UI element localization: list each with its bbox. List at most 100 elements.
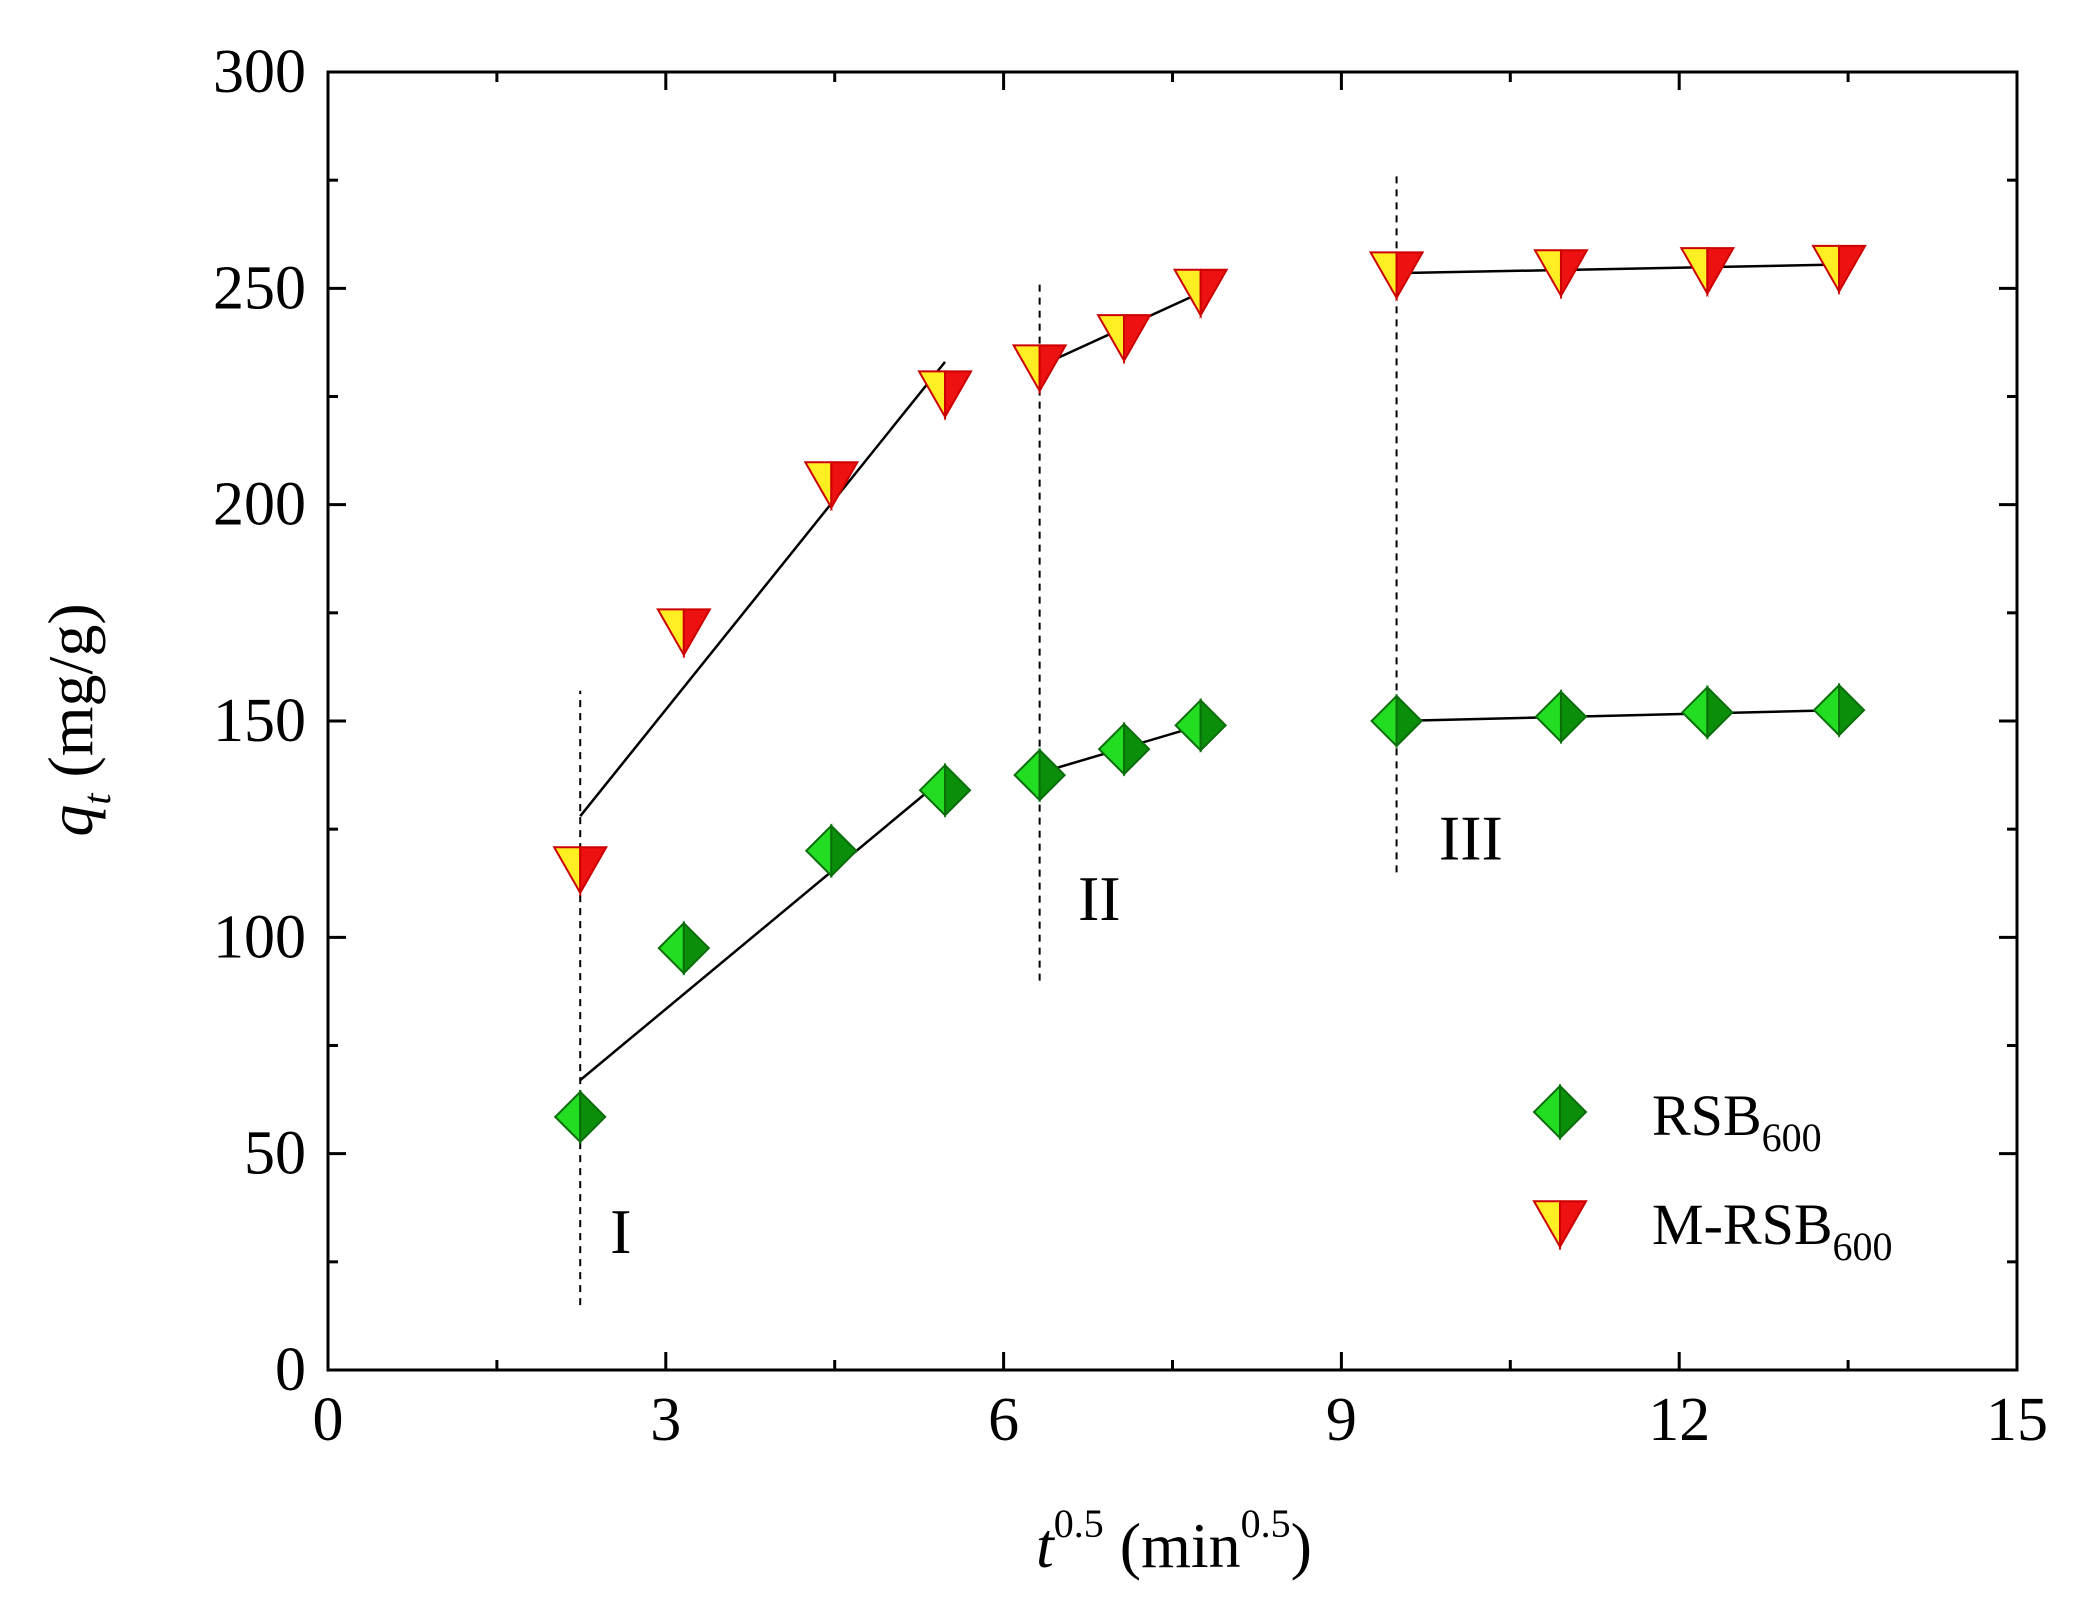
point-rsb (1680, 684, 1734, 740)
point-m-rsb (552, 846, 608, 897)
point-m-rsb (1368, 251, 1425, 302)
marker-half-dark (1706, 684, 1734, 740)
marker-half-dark (1123, 314, 1152, 365)
y-axis-title: qt (mg/g) (35, 603, 119, 836)
marker-half-dark (1838, 244, 1867, 296)
point-rsb (553, 1089, 607, 1145)
y-tick-label: 0 (275, 1336, 306, 1404)
marker-half-light (918, 762, 947, 818)
marker-half-dark (1559, 249, 1589, 300)
stage-label-I: I (610, 1196, 631, 1267)
legend-marker-m-rsb (1532, 1200, 1588, 1251)
marker-half-light (1174, 697, 1202, 753)
marker-half-light (1532, 1083, 1561, 1141)
marker-half-light (1812, 682, 1841, 738)
x-tick-label: 6 (988, 1386, 1019, 1454)
data-points (552, 244, 1867, 1145)
point-rsb (804, 823, 858, 879)
point-rsb (1097, 721, 1151, 777)
marker-half-light (917, 370, 947, 421)
point-rsb (657, 920, 711, 976)
marker-half-light (1679, 247, 1709, 298)
marker-half-light (553, 1089, 582, 1145)
y-tick-label: 300 (213, 38, 306, 106)
marker-half-dark (1706, 247, 1736, 298)
marker-half-light (1011, 344, 1041, 395)
point-rsb (1812, 682, 1866, 738)
stage-label-III: III (1439, 802, 1503, 873)
point-m-rsb (1172, 268, 1229, 319)
marker-half-dark (830, 461, 860, 512)
point-rsb (1013, 747, 1067, 803)
legend: RSB600 M-RSB600 (1532, 1083, 1893, 1269)
marker-half-dark (579, 1089, 607, 1145)
fit-line (1396, 708, 1840, 723)
marker-half-dark (682, 608, 712, 659)
point-m-rsb (1011, 344, 1068, 395)
fit-line (1396, 263, 1840, 275)
fit-lines (579, 263, 1840, 1082)
legend-label-m-rsb: M-RSB600 (1652, 1192, 1893, 1269)
y-tick-label: 200 (213, 471, 306, 539)
x-tick-label: 15 (1986, 1386, 2048, 1454)
marker-half-light (804, 823, 833, 879)
marker-half-dark (1038, 344, 1068, 395)
point-rsb (1370, 693, 1423, 749)
marker-half-light (656, 608, 685, 659)
y-tick-label: 250 (213, 254, 306, 322)
marker-half-dark (944, 370, 973, 421)
marker-half-dark (579, 846, 608, 897)
marker-half-dark (1038, 747, 1067, 803)
y-tick-label: 50 (244, 1120, 306, 1188)
y-tick-label: 150 (213, 687, 306, 755)
x-tick-label: 0 (313, 1386, 344, 1454)
x-tick-label: 12 (1648, 1386, 1710, 1454)
marker-half-light (657, 920, 685, 976)
marker-half-light (1534, 689, 1562, 745)
legend-marker-rsb (1532, 1083, 1588, 1141)
marker-half-light (1368, 251, 1398, 302)
marker-half-light (1533, 249, 1562, 300)
marker-half-light (1013, 747, 1041, 803)
marker-half-dark (1838, 682, 1866, 738)
x-axis-title: t0.5 (min0.5) (1036, 1501, 1312, 1581)
marker-half-light (803, 461, 833, 512)
marker-half-light (1811, 244, 1841, 296)
marker-half-dark (1559, 1200, 1588, 1251)
marker-half-light (1532, 1200, 1561, 1251)
stage-dividers (579, 171, 1398, 1306)
y-tick-label: 100 (213, 903, 306, 971)
marker-half-dark (682, 920, 711, 976)
point-rsb (918, 762, 972, 818)
point-rsb (1534, 689, 1588, 745)
fit-line (579, 361, 947, 817)
point-rsb (1174, 697, 1228, 753)
legend-label-rsb: RSB600 (1652, 1083, 1822, 1160)
point-m-rsb (917, 370, 973, 421)
marker-half-dark (1123, 721, 1151, 777)
point-m-rsb (1811, 244, 1867, 296)
marker-half-dark (944, 762, 972, 818)
point-m-rsb (656, 608, 712, 659)
fit-line (579, 776, 946, 1082)
legend-marker-triangle (1532, 1200, 1588, 1251)
x-tick-label: 3 (650, 1386, 681, 1454)
marker-half-dark (1395, 251, 1425, 302)
point-m-rsb (1096, 314, 1152, 365)
point-m-rsb (1533, 249, 1589, 300)
marker-half-dark (1199, 268, 1229, 319)
marker-half-light (1097, 721, 1126, 777)
axis-ticks (326, 70, 2019, 1372)
marker-half-light (1370, 693, 1398, 749)
x-tick-label: 9 (1326, 1386, 1357, 1454)
marker-half-dark (1559, 1083, 1588, 1141)
point-m-rsb (1679, 247, 1736, 298)
legend-marker-diamond (1532, 1083, 1588, 1141)
marker-half-light (1680, 684, 1709, 740)
marker-half-dark (830, 823, 858, 879)
marker-half-light (552, 846, 582, 897)
marker-half-light (1172, 268, 1202, 319)
